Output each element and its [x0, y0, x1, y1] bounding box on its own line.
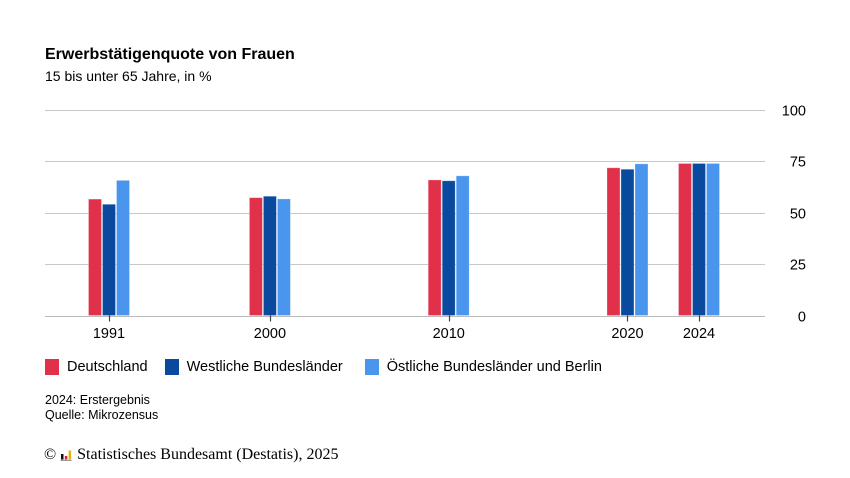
chart-subtitle: 15 bis unter 65 Jahre, in %	[45, 68, 212, 84]
note-source: Quelle: Mikrozensus	[45, 408, 159, 422]
x-tick-label: 2020	[611, 326, 643, 342]
legend-item-westliche: Westliche Bundesländer	[164, 359, 343, 375]
bar-2024-2	[706, 163, 720, 316]
bar-1991-2	[116, 179, 130, 316]
x-axis-labels: 1991 2000 2010 2020 2024	[93, 326, 715, 342]
y-tick-label: 75	[790, 155, 806, 171]
legend-swatch	[164, 359, 179, 375]
bar-2010-0	[427, 179, 442, 316]
bar-1991-1	[102, 203, 116, 316]
bar-1991-0	[88, 198, 102, 316]
y-tick-label: 50	[790, 207, 806, 223]
y-tick-label: 25	[790, 258, 806, 274]
x-tick-label: 1991	[93, 326, 125, 342]
legend: Deutschland Westliche Bundesländer Östli…	[45, 359, 602, 375]
copyright-footer: © Statistisches Bundesamt (Destatis), 20…	[44, 446, 338, 464]
x-tick-label: 2000	[254, 326, 286, 342]
legend-item-deutschland: Deutschland	[45, 359, 148, 375]
legend-item-oestliche: Östliche Bundesländer und Berlin	[364, 359, 602, 375]
x-tick-label: 2024	[683, 326, 715, 342]
destatis-logo-icon	[60, 450, 72, 461]
bar-2020-1	[620, 168, 635, 316]
legend-label: Östliche Bundesländer und Berlin	[386, 359, 602, 375]
legend-swatch	[364, 359, 379, 375]
gridlines	[45, 110, 765, 265]
bar-2024-1	[692, 163, 706, 316]
bar-2020-0	[606, 167, 621, 316]
bar-2000-1	[263, 195, 277, 316]
bar-2024-0	[678, 163, 692, 316]
bar-2000-0	[249, 197, 263, 316]
x-tick-label: 2010	[433, 326, 465, 342]
bar-2000-2	[277, 198, 291, 316]
bar-2010-2	[455, 175, 470, 316]
legend-swatch	[45, 359, 59, 375]
bars	[88, 163, 720, 316]
y-axis-labels: 0 25 50 75 100	[782, 104, 806, 326]
copyright-text: Statistisches Bundesamt (Destatis), 2025	[77, 446, 339, 463]
copyright-symbol: ©	[44, 446, 57, 463]
y-tick-label: 100	[782, 104, 806, 120]
chart-title: Erwerbstätigenquote von Frauen	[45, 46, 295, 63]
legend-label: Deutschland	[67, 359, 148, 375]
bar-2020-2	[634, 163, 649, 316]
note-preliminary: 2024: Erstergebnis	[45, 393, 150, 407]
x-axis	[45, 315, 765, 322]
y-tick-label: 0	[798, 310, 806, 326]
bar-2010-1	[441, 180, 456, 316]
legend-label: Westliche Bundesländer	[186, 359, 343, 375]
